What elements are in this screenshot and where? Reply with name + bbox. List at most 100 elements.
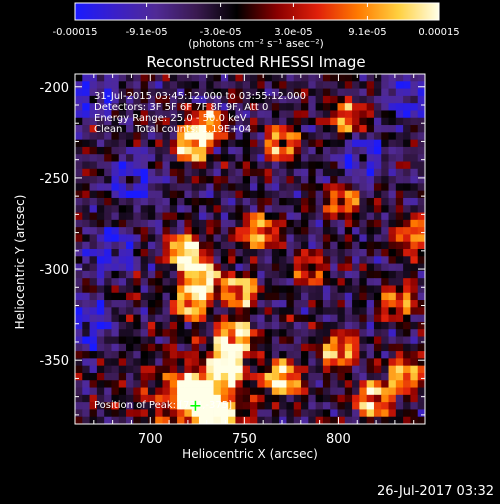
heatmap-cell <box>366 387 375 396</box>
heatmap-cell <box>308 103 317 111</box>
heatmap-cell <box>352 74 360 82</box>
heatmap-cell <box>308 394 317 403</box>
heatmap-cell <box>417 74 426 82</box>
heatmap-cell <box>147 190 156 199</box>
heatmap-cell <box>191 387 200 396</box>
heatmap-cell <box>198 387 207 396</box>
heatmap-cell <box>279 139 287 148</box>
heatmap-cell <box>403 81 411 89</box>
heatmap-cell <box>264 139 273 148</box>
heatmap-cell <box>381 161 389 170</box>
heatmap-cell <box>359 197 368 206</box>
heatmap-cell <box>337 241 346 250</box>
heatmap-cell <box>322 103 331 111</box>
heatmap-cell <box>315 219 324 228</box>
heatmap-cell <box>111 351 120 359</box>
heatmap-cell <box>206 402 214 410</box>
heatmap-cell <box>373 234 382 243</box>
heatmap-cell <box>388 372 397 381</box>
heatmap-cell <box>213 241 222 250</box>
heatmap-cell <box>381 219 389 228</box>
heatmap-cell <box>395 402 404 410</box>
heatmap-cell <box>220 241 229 250</box>
heatmap-cell <box>198 402 207 410</box>
heatmap-cell <box>155 190 163 199</box>
heatmap-cell <box>388 336 397 345</box>
heatmap-cell <box>293 212 302 221</box>
heatmap-cell <box>293 183 302 192</box>
heatmap-cell <box>89 351 98 359</box>
heatmap-cell <box>228 365 236 374</box>
heatmap-cell <box>162 81 171 89</box>
heatmap-cell <box>111 321 120 330</box>
heatmap-cell <box>220 380 229 388</box>
heatmap-cell <box>293 110 302 119</box>
heatmap-cell <box>184 81 193 89</box>
heatmap-cell <box>344 387 353 396</box>
heatmap-cell <box>257 263 265 272</box>
heatmap-cell <box>395 74 404 82</box>
heatmap-cell <box>228 343 236 352</box>
heatmap-cell <box>162 139 171 148</box>
heatmap-cell <box>395 292 404 301</box>
heatmap-cell <box>206 132 214 141</box>
colorbar-ticks: -0.00015 -9.1e-05 -3.0e-05 3.0e-05 9.1e-05 0.… <box>53 3 460 38</box>
heatmap-cell <box>322 394 331 403</box>
heatmap-cell <box>279 197 287 206</box>
heatmap-cell <box>257 190 265 199</box>
heatmap-cell <box>403 212 411 221</box>
heatmap-cell <box>366 263 375 272</box>
heatmap-cell <box>264 256 273 264</box>
heatmap-cell <box>126 241 134 250</box>
heatmap-cell <box>373 321 382 330</box>
heatmap-cell <box>96 329 105 337</box>
heatmap-cell <box>104 343 112 352</box>
heatmap-cell <box>366 183 375 192</box>
heatmap-cell <box>344 380 353 388</box>
heatmap-cell <box>337 321 346 330</box>
heatmap-cell <box>352 249 360 257</box>
heatmap-cell <box>381 321 389 330</box>
heatmap-cell <box>213 110 222 119</box>
heatmap-cell <box>206 292 214 301</box>
heatmap-cell <box>75 95 83 104</box>
heatmap-cell <box>162 176 171 184</box>
heatmap-cell <box>147 321 156 330</box>
heatmap-cell <box>89 219 98 228</box>
heatmap-cell <box>147 95 156 104</box>
heatmap-cell <box>403 402 411 410</box>
heatmap-cell <box>410 183 419 192</box>
heatmap-cell <box>337 132 346 141</box>
heatmap-cell <box>104 321 112 330</box>
heatmap-cell <box>198 263 207 272</box>
heatmap-cell <box>140 154 149 162</box>
heatmap-cell <box>410 307 419 316</box>
heatmap-cell <box>104 161 112 170</box>
heatmap-cell <box>104 263 112 272</box>
heatmap-cell <box>308 205 317 213</box>
heatmap-cell <box>388 329 397 337</box>
heatmap-cell <box>169 74 178 82</box>
heatmap-cell <box>111 394 120 403</box>
heatmap-cell <box>126 278 134 286</box>
heatmap-cell <box>315 168 324 177</box>
heatmap-cell <box>286 263 295 272</box>
heatmap-cell <box>213 125 222 133</box>
heatmap-cell <box>417 219 426 228</box>
heatmap-cell <box>228 387 236 396</box>
heatmap-cell <box>322 285 331 294</box>
heatmap-cell <box>366 256 375 264</box>
heatmap-cell <box>388 212 397 221</box>
heatmap-cell <box>279 234 287 243</box>
heatmap-cell <box>118 88 127 97</box>
heatmap-cell <box>96 343 105 352</box>
heatmap-cell <box>403 329 411 337</box>
heatmap-cell <box>111 336 120 345</box>
heatmap-cell <box>162 125 171 133</box>
heatmap-cell <box>322 314 331 323</box>
heatmap-cell <box>315 132 324 141</box>
heatmap-cell <box>373 88 382 97</box>
heatmap-cell <box>308 212 317 221</box>
heatmap-cell <box>403 241 411 250</box>
heatmap-cell <box>82 139 90 148</box>
